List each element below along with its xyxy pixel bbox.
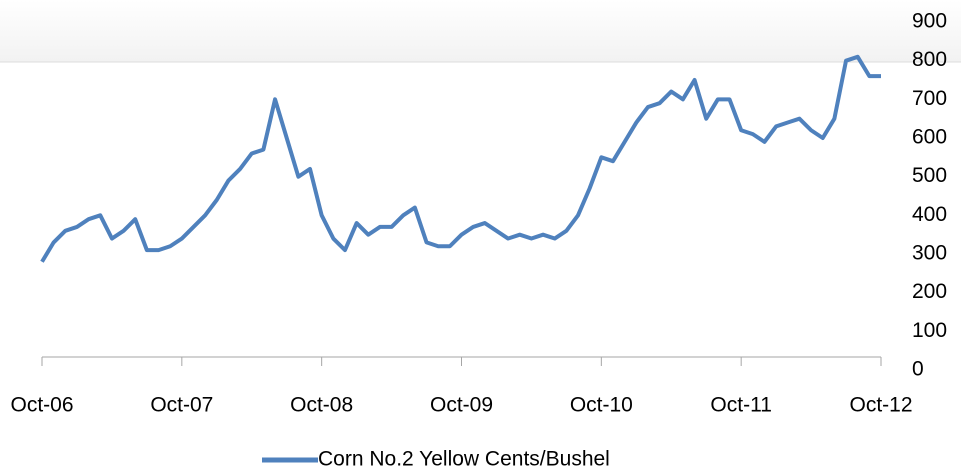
data-line [40, 54, 881, 263]
x-tick-label: Oct-07 [150, 394, 213, 417]
y-tick-label: 200 [912, 280, 947, 303]
y-tick-label: 800 [912, 48, 947, 71]
y-tick-label: 400 [912, 203, 947, 226]
header-band [0, 0, 961, 62]
y-tick-label: 700 [912, 87, 947, 110]
y-tick-label: 100 [912, 319, 947, 342]
x-tick-label: Oct-10 [570, 394, 633, 417]
y-tick-label: 900 [912, 10, 947, 33]
x-tick-label: Oct-08 [290, 394, 353, 417]
y-tick-label: 0 [912, 358, 924, 381]
legend-label: Corn No.2 Yellow Cents/Bushel [318, 448, 610, 471]
x-tick-label: Oct-12 [849, 394, 912, 417]
x-tick-label: Oct-06 [10, 394, 73, 417]
y-tick-label: 500 [912, 164, 947, 187]
y-tick-label: 300 [912, 242, 947, 265]
y-tick-label: 600 [912, 126, 947, 149]
x-tick-label: Oct-11 [710, 394, 771, 417]
x-tick-label: Oct-09 [430, 394, 493, 417]
